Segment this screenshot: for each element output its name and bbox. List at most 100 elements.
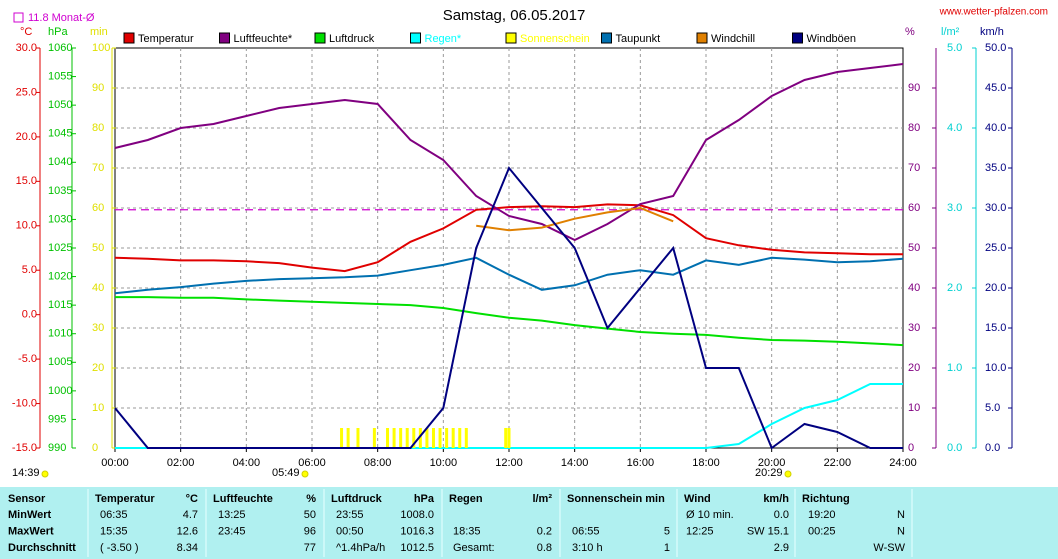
table-header: l/m² [532, 493, 552, 505]
y-tick-label: 10.0 [985, 362, 1006, 374]
table-header: Regen [449, 493, 483, 505]
y-tick-label: 2.0 [947, 282, 962, 294]
x-tick-label: 00:00 [101, 457, 129, 469]
y-tick-label: 1035 [48, 185, 72, 197]
sunshine-bar [458, 428, 462, 448]
x-tick-label: 04:00 [233, 457, 261, 469]
y-tick-label: 1005 [48, 356, 72, 368]
y-tick-label: 80 [92, 122, 104, 134]
table-header: Sensor [8, 493, 46, 505]
legend-swatch [219, 32, 230, 44]
sunshine-bar [405, 428, 409, 448]
table-cell: 2.9 [774, 542, 789, 554]
y-tick-label: 990 [48, 442, 66, 454]
legend-swatch [792, 32, 803, 44]
y-tick-label: 30 [908, 322, 920, 334]
table-cell: 06:35 [100, 509, 128, 521]
stats-table-bg [0, 487, 1058, 559]
legend-label: Temperatur [138, 33, 194, 45]
sun-icon [301, 470, 309, 478]
y-tick-label: 80 [908, 122, 920, 134]
table-row-label: MinWert [8, 509, 52, 521]
series-line [114, 256, 904, 295]
table-header: Sonnenschein min [567, 493, 665, 505]
legend-label: Windchill [711, 33, 755, 45]
legend-label: Windböen [807, 33, 857, 45]
sunshine-bar [464, 428, 468, 448]
x-tick-label: 02:00 [167, 457, 195, 469]
table-cell: 00:25 [808, 525, 836, 537]
y-tick-label: 45.0 [985, 82, 1006, 94]
table-cell: 00:50 [336, 525, 364, 537]
y-tick-label: 0.0 [22, 309, 37, 321]
table-cell: 0.2 [537, 525, 552, 537]
axis-unit: km/h [980, 26, 1004, 38]
table-header: hPa [414, 493, 435, 505]
table-cell: 1008.0 [400, 509, 434, 521]
axis-unit: hPa [48, 26, 68, 38]
table-cell: N [897, 509, 905, 521]
sunshine-bar [445, 428, 449, 448]
y-tick-label: 1045 [48, 128, 72, 140]
sunshine-bar [507, 428, 511, 448]
y-tick-label: 90 [92, 82, 104, 94]
y-tick-label: 0.0 [947, 442, 962, 454]
y-tick-label: 35.0 [985, 162, 1006, 174]
y-tick-label: 25.0 [985, 242, 1006, 254]
y-tick-label: 25.0 [16, 86, 37, 98]
axis-unit: min [90, 26, 108, 38]
series-line [114, 203, 903, 273]
y-tick-label: 40.0 [985, 122, 1006, 134]
table-cell: 19:20 [808, 509, 836, 521]
x-tick-label: 08:00 [364, 457, 392, 469]
y-tick-label: 0 [908, 442, 914, 454]
table-header: Wind [684, 493, 711, 505]
y-tick-label: 1030 [48, 213, 72, 225]
sunshine-bar [425, 428, 429, 448]
y-tick-label: 1060 [48, 42, 72, 54]
y-tick-label: 50 [908, 242, 920, 254]
table-header: Temperatur [95, 493, 155, 505]
table-header: Luftfeuchte [213, 493, 273, 505]
legend-label: Luftdruck [329, 33, 375, 45]
legend-swatch [601, 32, 612, 44]
y-tick-label: 40 [908, 282, 920, 294]
series-line [114, 166, 903, 450]
y-tick-label: 1015 [48, 299, 72, 311]
table-header: °C [186, 493, 198, 505]
table-cell: 1 [664, 542, 670, 554]
y-tick-label: 30.0 [985, 202, 1006, 214]
y-tick-label: 10 [92, 402, 104, 414]
table-cell: 96 [304, 525, 316, 537]
sunshine-bar [412, 428, 416, 448]
table-cell: ( -3.50 ) [100, 542, 139, 554]
table-cell: Gesamt: [453, 542, 495, 554]
sunshine-bar [399, 428, 403, 448]
x-tick-label: 18:00 [692, 457, 720, 469]
legend-label: Sonnenschein [520, 33, 590, 45]
y-tick-label: 70 [908, 162, 920, 174]
table-cell: W-SW [873, 542, 905, 554]
y-tick-label: 5.0 [947, 42, 962, 54]
table-cell: 77 [304, 542, 316, 554]
axis-unit: % [905, 26, 915, 38]
table-cell: 18:35 [453, 525, 481, 537]
y-tick-label: 1020 [48, 270, 72, 282]
series-line [476, 206, 674, 232]
table-row-label: MaxWert [8, 525, 54, 537]
sunshine-bar [392, 428, 396, 448]
sun-icon [41, 470, 49, 478]
y-tick-label: 995 [48, 413, 66, 425]
y-tick-label: 3.0 [947, 202, 962, 214]
y-tick-label: 5.0 [22, 264, 37, 276]
table-cell: 23:45 [218, 525, 246, 537]
series-line [114, 63, 904, 242]
y-tick-label: 10.0 [16, 220, 37, 232]
table-cell: 3:10 h [572, 542, 603, 554]
x-tick-label: 22:00 [824, 457, 852, 469]
table-cell: 12.6 [177, 525, 198, 537]
legend-label: Taupunkt [616, 33, 661, 45]
legend-label: Luftfeuchte* [234, 33, 293, 45]
sunshine-bar [386, 428, 390, 448]
